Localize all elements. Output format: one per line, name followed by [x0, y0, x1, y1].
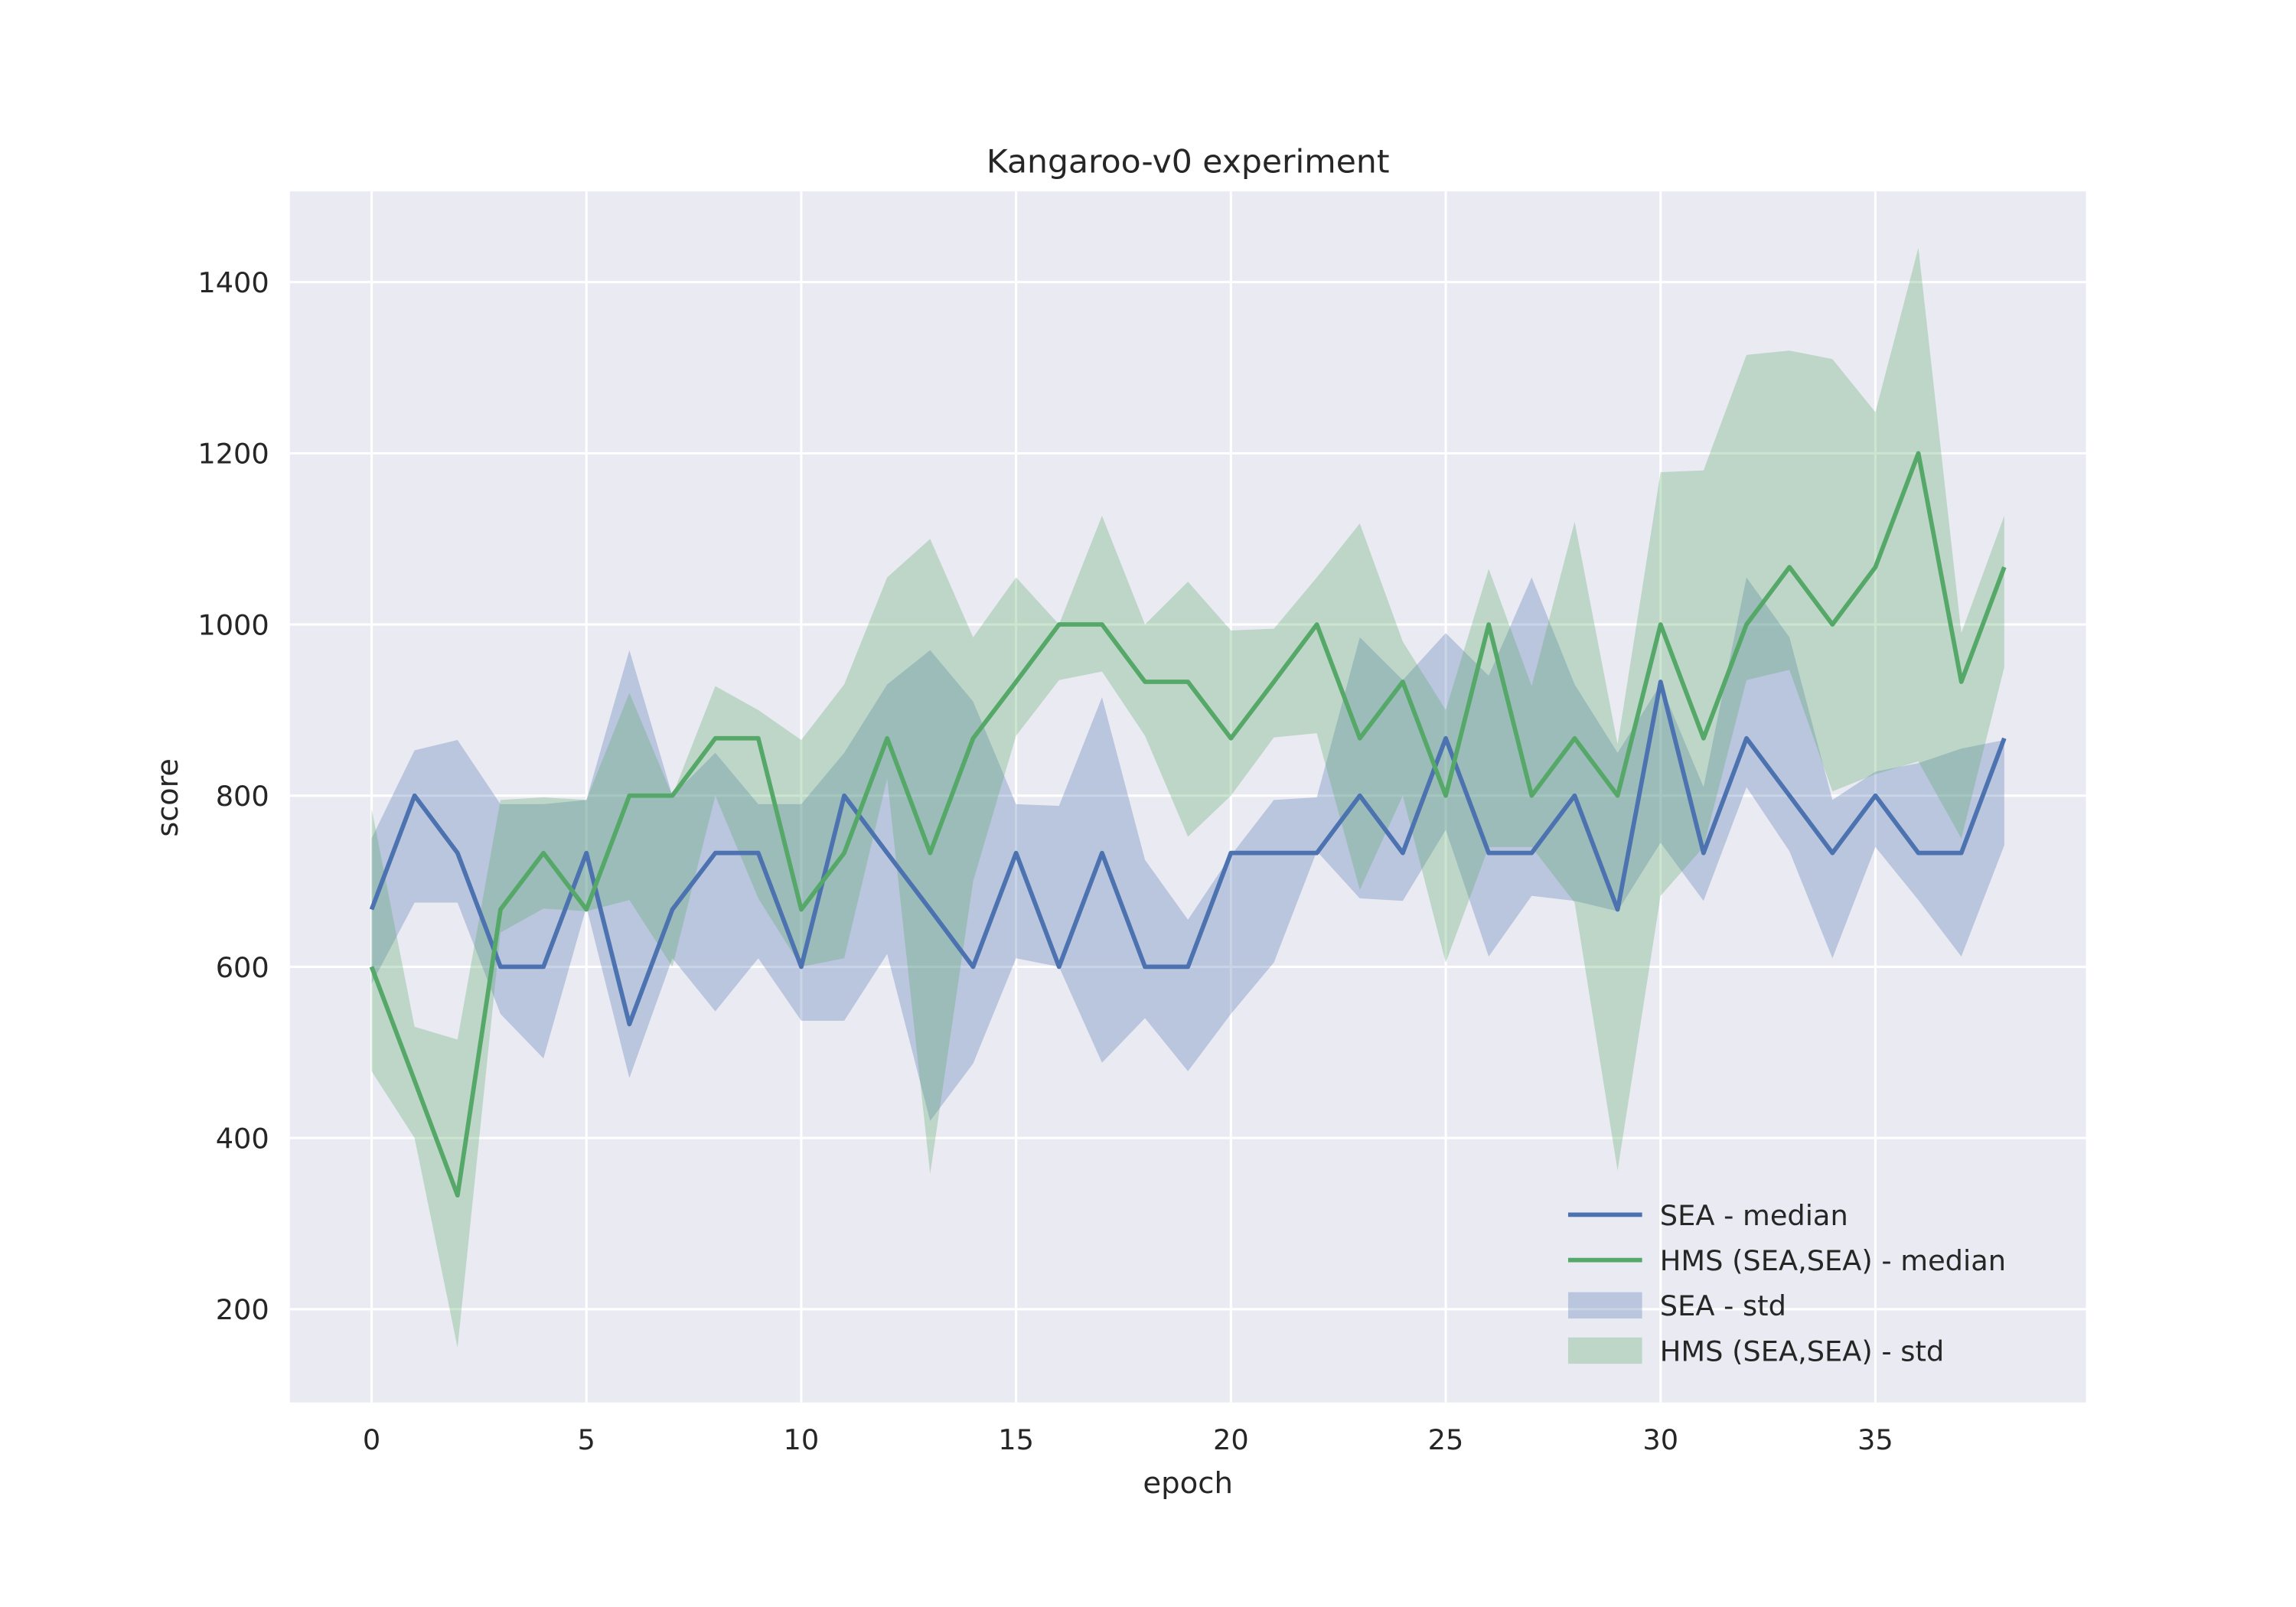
x-tick-label: 20: [1213, 1423, 1249, 1456]
std-band: [371, 247, 2004, 1348]
legend-label: HMS (SEA,SEA) - std: [1660, 1335, 1944, 1368]
series-line: [369, 680, 2007, 1027]
legend-swatch: [1567, 1292, 1642, 1319]
y-tick-label: 600: [216, 951, 269, 984]
chart-title: Kangaroo-v0 experiment: [987, 143, 1390, 181]
y-tick-label: 200: [216, 1293, 269, 1326]
y-tick-label: 1400: [197, 266, 269, 299]
legend: SEA - median HMS (SEA,SEA) - median SEA - …: [1567, 1199, 2006, 1368]
x-tick-label: 5: [578, 1423, 595, 1456]
x-axis-label: epoch: [1143, 1466, 1233, 1501]
y-tick-label: 400: [216, 1123, 269, 1156]
x-tick-label: 10: [784, 1423, 820, 1456]
x-tick-label: 35: [1857, 1423, 1893, 1456]
x-tick-label: 0: [363, 1423, 380, 1456]
y-tick-label: 1200: [197, 438, 269, 471]
legend-label: SEA - std: [1660, 1289, 1786, 1322]
x-tick-label: 25: [1428, 1423, 1464, 1456]
x-tick-label: 30: [1642, 1423, 1678, 1456]
legend-swatch: [1567, 1337, 1642, 1364]
y-tick-label: 800: [216, 780, 269, 813]
std-band: [371, 577, 2004, 1121]
x-tick-label: 15: [998, 1423, 1034, 1456]
y-tick-label: 1000: [197, 609, 269, 642]
legend-label: HMS (SEA,SEA) - median: [1660, 1244, 2006, 1277]
legend-label: SEA - median: [1660, 1199, 1848, 1232]
y-axis-label: score: [151, 758, 185, 837]
plot-background: [289, 191, 2086, 1403]
series-line: [369, 451, 2007, 1198]
